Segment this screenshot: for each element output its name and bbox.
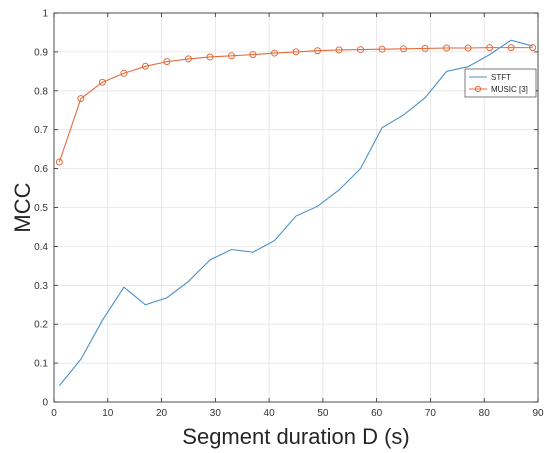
y-tick-label: 0.3 — [34, 281, 48, 292]
y-tick-label: 0.6 — [34, 164, 48, 175]
y-tick-label: 0.7 — [34, 125, 48, 136]
data-point-music-3 — [486, 44, 494, 52]
x-tick-label: 20 — [156, 408, 168, 419]
data-point-music-3 — [206, 53, 214, 61]
data-point-music-3 — [529, 44, 537, 52]
data-point-music-3 — [270, 49, 278, 57]
data-point-music-3 — [421, 44, 429, 52]
x-tick-label: 50 — [317, 408, 329, 419]
x-tick-label: 30 — [210, 408, 222, 419]
data-point-music-3 — [335, 46, 343, 54]
data-point-music-3 — [378, 45, 386, 53]
y-tick-label: 0.1 — [34, 359, 48, 370]
y-tick-label: 0.4 — [34, 242, 48, 253]
data-point-music-3 — [141, 62, 149, 70]
data-point-music-3 — [77, 95, 85, 103]
data-point-music-3 — [507, 44, 515, 52]
y-tick-label: 0.5 — [34, 203, 48, 214]
x-axis-label: Segment duration D (s) — [182, 424, 409, 449]
series-line-music-3 — [58, 47, 533, 163]
data-point-music-3 — [443, 44, 451, 52]
y-tick-label: 1 — [42, 9, 48, 20]
y-tick-label: 0 — [42, 398, 48, 409]
x-tick-label: 0 — [51, 408, 57, 419]
x-tick-label: 80 — [479, 408, 491, 419]
data-point-music-3 — [55, 158, 63, 166]
data-point-music-3 — [357, 46, 365, 54]
y-tick-label: 0.8 — [34, 86, 48, 97]
x-tick-label: 90 — [532, 408, 544, 419]
legend-box — [464, 68, 537, 98]
legend-marker-music-3 — [474, 85, 482, 93]
series-layer — [55, 39, 537, 387]
data-point-music-3 — [120, 69, 128, 77]
x-tick-label: 40 — [264, 408, 276, 419]
data-point-music-3 — [249, 51, 257, 59]
x-tick-label: 70 — [425, 408, 437, 419]
x-tick-label: 10 — [102, 408, 114, 419]
data-point-music-3 — [314, 47, 322, 55]
data-point-music-3 — [98, 78, 106, 86]
legend-label-stft: STFT — [491, 73, 511, 82]
axis-ticks: 0 10 20 30 40 50 60 70 80 90 0 0.1 0.2 0.3 0.4 0.5 0.6 0.… — [34, 9, 544, 420]
y-tick-label: 0.9 — [34, 47, 48, 58]
data-point-music-3 — [464, 44, 472, 52]
data-point-music-3 — [184, 55, 192, 63]
series-line-stft — [58, 39, 533, 387]
data-point-music-3 — [227, 52, 235, 60]
legend: STFT MUSIC [3] — [464, 68, 537, 98]
y-axis-label: MCC — [10, 182, 35, 232]
data-point-music-3 — [163, 58, 171, 66]
data-point-music-3 — [400, 45, 408, 53]
data-point-music-3 — [292, 48, 300, 56]
legend-label-music-3: MUSIC [3] — [491, 85, 528, 94]
y-tick-label: 0.2 — [34, 320, 48, 331]
x-tick-label: 60 — [371, 408, 383, 419]
